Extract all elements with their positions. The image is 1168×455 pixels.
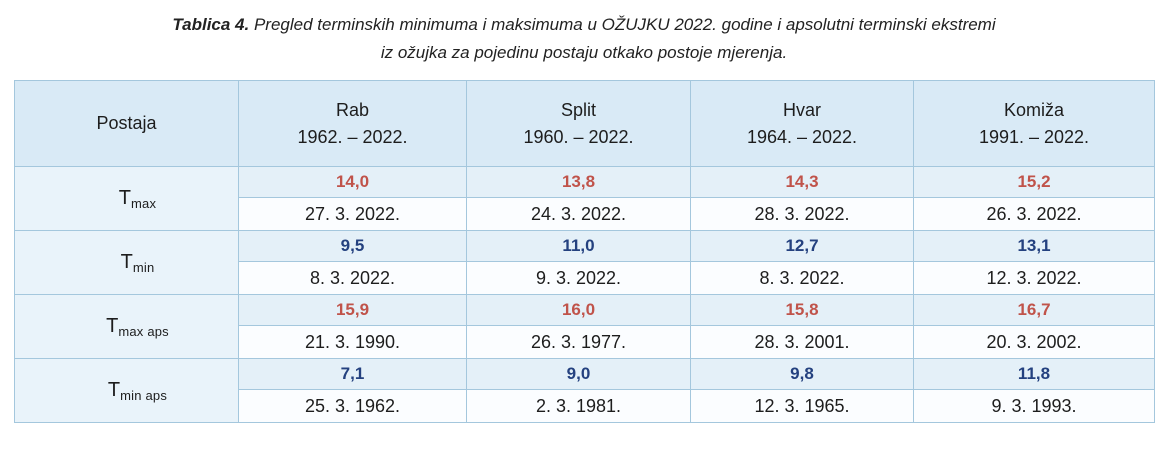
row-label-tmax: Tmax — [14, 166, 239, 232]
date-cell: 28. 3. 2001. — [690, 325, 914, 360]
label-subscript: max aps — [118, 323, 169, 339]
value-cell: 15,9 — [238, 294, 467, 327]
tmax-aps-dates-row: 21. 3. 1990. 26. 3. 1977. 28. 3. 2001. 2… — [15, 325, 1155, 360]
label-symbol: T — [107, 378, 121, 401]
column-header-komiza: Komiža 1991. – 2022. — [913, 80, 1155, 168]
date-cell: 9. 3. 1993. — [913, 389, 1155, 424]
label-subscript: min — [132, 259, 155, 275]
value-cell: 13,1 — [913, 230, 1155, 263]
tmax-values-row: Tmax 14,0 13,8 14,3 15,2 — [14, 166, 1155, 232]
label-subscript: max — [131, 195, 157, 211]
date-cell: 24. 3. 2022. — [466, 197, 691, 232]
tmax-dates-row: 27. 3. 2022. 24. 3. 2022. 28. 3. 2022. 2… — [15, 197, 1155, 232]
date-cell: 2. 3. 1981. — [466, 389, 691, 424]
column-header-postaja: Postaja — [14, 80, 239, 168]
value-cell: 15,2 — [913, 166, 1155, 199]
tmin-dates-row: 8. 3. 2022. 9. 3. 2022. 8. 3. 2022. 12. … — [15, 261, 1155, 296]
date-cell: 25. 3. 1962. — [238, 389, 467, 424]
value-cell: 15,8 — [690, 294, 914, 327]
station-period: 1964. – 2022. — [746, 126, 858, 147]
date-cell: 12. 3. 1965. — [690, 389, 914, 424]
value-cell: 14,3 — [690, 166, 914, 199]
value-cell: 9,8 — [690, 358, 914, 391]
tmin-values-row: Tmin 9,5 11,0 12,7 13,1 — [14, 230, 1155, 296]
station-name: Komiža — [1003, 99, 1065, 120]
date-cell: 8. 3. 2022. — [238, 261, 467, 296]
header-row: Postaja Rab 1962. – 2022. Split 1960. – … — [14, 80, 1155, 168]
column-header-split: Split 1960. – 2022. — [466, 80, 691, 168]
value-cell: 16,0 — [466, 294, 691, 327]
station-period: 1991. – 2022. — [978, 126, 1090, 147]
station-period: 1960. – 2022. — [523, 126, 634, 147]
caption-table-number: Tablica 4. — [172, 15, 250, 34]
caption-text-line2: iz ožujka za pojedinu postaju otkako pos… — [380, 43, 788, 63]
value-cell: 7,1 — [238, 358, 467, 391]
table-caption: Tablica 4. Pregled terminskih minimuma i… — [0, 0, 1168, 67]
date-cell: 27. 3. 2022. — [238, 197, 467, 232]
tmin-aps-values-row: Tmin aps 7,1 9,0 9,8 11,8 — [14, 358, 1155, 424]
date-cell: 26. 3. 1977. — [466, 325, 691, 360]
row-label-tmax-aps: Tmax aps — [14, 294, 239, 360]
caption-text-line1: Pregled terminskih minimuma i maksimuma … — [253, 15, 996, 34]
tmax-aps-values-row: Tmax aps 15,9 16,0 15,8 16,7 — [14, 294, 1155, 360]
date-cell: 20. 3. 2002. — [913, 325, 1155, 360]
extremes-table: Postaja Rab 1962. – 2022. Split 1960. – … — [14, 80, 1155, 424]
value-cell: 9,5 — [238, 230, 467, 263]
station-name: Split — [560, 99, 596, 120]
value-cell: 13,8 — [466, 166, 691, 199]
date-cell: 12. 3. 2022. — [913, 261, 1155, 296]
value-cell: 16,7 — [913, 294, 1155, 327]
value-cell: 11,0 — [466, 230, 691, 263]
value-cell: 11,8 — [913, 358, 1155, 391]
date-cell: 9. 3. 2022. — [466, 261, 691, 296]
label-symbol: T — [106, 314, 119, 337]
station-period: 1962. – 2022. — [297, 126, 408, 147]
label-symbol: T — [118, 186, 132, 209]
station-name: Rab — [335, 99, 370, 120]
date-cell: 21. 3. 1990. — [238, 325, 467, 360]
date-cell: 26. 3. 2022. — [913, 197, 1155, 232]
row-label-tmin-aps: Tmin aps — [14, 358, 239, 424]
label-symbol: T — [120, 250, 133, 273]
date-cell: 8. 3. 2022. — [690, 261, 914, 296]
column-header-hvar: Hvar 1964. – 2022. — [690, 80, 914, 168]
value-cell: 14,0 — [238, 166, 467, 199]
date-cell: 28. 3. 2022. — [690, 197, 914, 232]
value-cell: 12,7 — [690, 230, 914, 263]
caption-line-1: Tablica 4. Pregled terminskih minimuma i… — [0, 11, 1168, 39]
value-cell: 9,0 — [466, 358, 691, 391]
station-name: Hvar — [782, 99, 821, 120]
label-subscript: min aps — [120, 387, 168, 403]
column-header-rab: Rab 1962. – 2022. — [238, 80, 467, 168]
row-label-tmin: Tmin — [14, 230, 239, 296]
tmin-aps-dates-row: 25. 3. 1962. 2. 3. 1981. 12. 3. 1965. 9.… — [15, 389, 1155, 424]
